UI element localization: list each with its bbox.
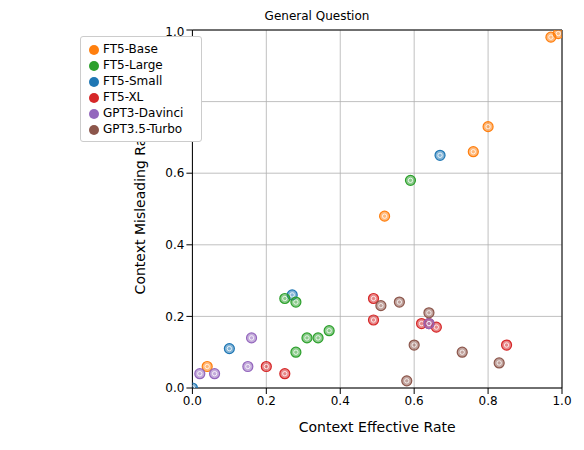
html-text:FT5-Small: FT5-Small <box>103 74 163 88</box>
svg-text:0.8: 0.8 <box>165 95 184 109</box>
html-text:FT5-Base: FT5-Base <box>103 42 158 56</box>
html-text:GPT3.5-Turbo: GPT3.5-Turbo <box>103 122 183 136</box>
svg-text:1.0: 1.0 <box>552 394 571 408</box>
svg-text:0.0: 0.0 <box>165 381 184 395</box>
html-text:General Question: General Question <box>264 9 370 23</box>
svg-text:0.0: 0.0 <box>183 394 202 408</box>
svg-text:1.0: 1.0 <box>165 25 184 39</box>
html-text:GPT3-Davinci: GPT3-Davinci <box>103 106 184 120</box>
svg-text:0.2: 0.2 <box>165 310 184 324</box>
html-text:FT5-XL: FT5-XL <box>103 90 144 104</box>
svg-text:0.4: 0.4 <box>331 394 350 408</box>
html-text:FT5-Large: FT5-Large <box>103 58 163 72</box>
svg-text:0.4: 0.4 <box>165 238 184 252</box>
svg-text:0.8: 0.8 <box>479 394 498 408</box>
svg-text:Context Misleading Rate: Context Misleading Rate <box>132 124 148 295</box>
svg-text:Context Effective Rate: Context Effective Rate <box>299 419 456 435</box>
svg-text:0.6: 0.6 <box>165 166 184 180</box>
svg-text:0.6: 0.6 <box>405 394 424 408</box>
svg-text:0.2: 0.2 <box>257 394 276 408</box>
